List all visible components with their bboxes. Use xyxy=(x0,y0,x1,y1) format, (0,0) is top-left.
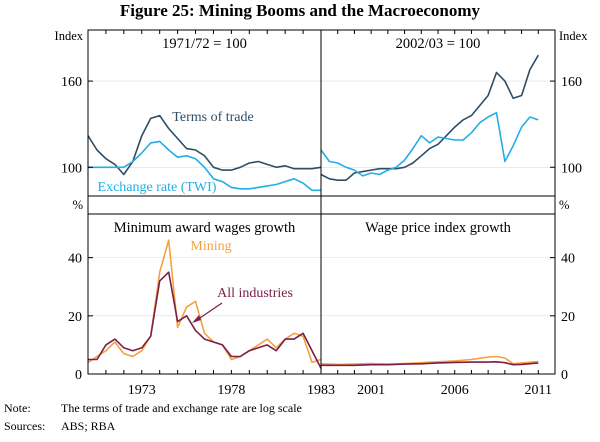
ytick-label-top-right-100: 100 xyxy=(561,161,582,176)
ylabel-bottom-right: % xyxy=(559,198,569,212)
ytick-label-bottom-right-40: 40 xyxy=(561,252,575,267)
ytick-label-top-right-160: 160 xyxy=(561,75,582,90)
footer: Note: The terms of trade and exchange ra… xyxy=(0,400,600,436)
series-line-bottom-left-0 xyxy=(87,239,322,364)
series-line-bottom-right-1 xyxy=(321,360,539,367)
series-label-terms-of-trade: Terms of trade xyxy=(172,110,253,125)
subtitle-top-left: 1971/72 = 100 xyxy=(162,36,247,52)
ytick-label-bottom-left-20: 20 xyxy=(68,310,82,325)
ylabel-top-right: Index xyxy=(559,29,588,43)
series-label-mining: Mining xyxy=(190,239,231,254)
xtick-label-bottom-right-2011: 2011 xyxy=(525,383,552,398)
ytick-label-bottom-right-20: 20 xyxy=(561,310,575,325)
ytick-label-top-left-160: 160 xyxy=(61,75,82,90)
ytick-label-bottom-left-40: 40 xyxy=(68,252,82,267)
figure-title: Figure 25: Mining Booms and the Macroeco… xyxy=(119,1,481,20)
subtitle-bottom-left: Minimum award wages growth xyxy=(114,220,296,236)
all-industries-arrowhead xyxy=(192,315,201,323)
sources-text: ABS; RBA xyxy=(61,419,116,433)
series-line-bottom-right-0 xyxy=(320,355,539,366)
frame-layer xyxy=(87,29,556,375)
sources-row: Sources: ABS; RBA xyxy=(0,418,600,436)
note-label: Note: xyxy=(4,401,31,415)
series-label-exchange-rate: Exchange rate (TWI) xyxy=(98,180,217,195)
ytick-label-bottom-right-0: 0 xyxy=(561,368,568,383)
xtick-label-bottom-left-1978: 1978 xyxy=(217,383,245,398)
series-line-top-right-1 xyxy=(320,111,539,177)
xtick-label-bottom-right-2001: 2001 xyxy=(357,383,385,398)
subtitle-bottom-right: Wage price index growth xyxy=(365,220,512,236)
ytick-label-top-left-100: 100 xyxy=(61,161,82,176)
xtick-label-bottom-left-1983: 1983 xyxy=(307,383,335,398)
ylabel-top-left: Index xyxy=(55,29,84,43)
ylabel-bottom-left: % xyxy=(73,198,83,212)
series-label-all-industries: All industries xyxy=(217,286,293,301)
ytick-label-bottom-left-0: 0 xyxy=(75,368,82,383)
series-line-bottom-left-1 xyxy=(88,271,322,369)
xtick-label-bottom-left-1973: 1973 xyxy=(128,383,156,398)
lines-layer xyxy=(87,54,539,369)
text-layer: 1971/72 = 100 100 160 Index 2002/03 = 100 100… xyxy=(55,29,589,398)
series-line-top-left-1 xyxy=(88,140,321,192)
note-text: The terms of trade and exchange rate are… xyxy=(61,401,302,415)
note-row: Note: The terms of trade and exchange ra… xyxy=(0,400,600,418)
subtitle-top-right: 2002/03 = 100 xyxy=(396,36,481,52)
chart: 1971/72 = 100 100 160 Index 2002/03 = 100 100… xyxy=(55,29,589,398)
series-line-top-left-0 xyxy=(87,114,322,176)
xtick-label-bottom-right-2006: 2006 xyxy=(441,383,469,398)
sources-label: Sources: xyxy=(4,419,46,433)
